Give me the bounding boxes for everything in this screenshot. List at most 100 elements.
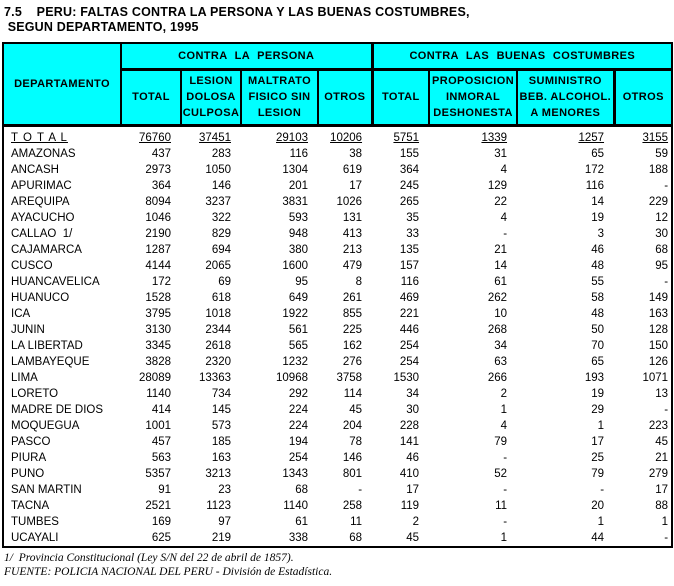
- table-row: ANCASH 2973 1050 1304 619 364 4 172 188: [3, 162, 672, 178]
- value-cell: 1530: [393, 371, 420, 384]
- value-cell: -: [600, 483, 605, 496]
- table-row: TACNA 2521 1123 1140 258 119 11 20 88: [3, 498, 672, 514]
- value-cell: 1050: [205, 163, 231, 176]
- value-cell: 1257: [578, 131, 605, 144]
- value-cell: 95: [655, 259, 669, 272]
- value-cell: 4: [500, 419, 508, 432]
- department-cell: LORETO: [11, 387, 59, 400]
- value-cell: 1: [500, 403, 508, 416]
- table-row: ICA 3795 1018 1922 855 221 10 48 163: [3, 306, 672, 322]
- value-cell: 17: [591, 435, 605, 448]
- value-cell: 97: [218, 515, 231, 528]
- value-cell: 283: [211, 147, 231, 160]
- value-cell: 619: [342, 163, 363, 176]
- value-cell: 17: [349, 179, 363, 192]
- value-cell: 1232: [282, 355, 308, 368]
- title-line-2: SEGUN DEPARTAMENTO, 1995: [4, 20, 199, 34]
- column-header-cp-otros: OTROS: [316, 69, 373, 127]
- value-cell: 279: [648, 467, 669, 480]
- column-header-cp-maltrato: MALTRATO FISICO SIN LESION: [240, 69, 318, 127]
- value-cell: 694: [211, 243, 231, 256]
- value-cell: 45: [406, 531, 420, 544]
- value-cell: 292: [288, 387, 308, 400]
- table-row: AMAZONAS 437 283 116 38 155 31 65 59: [3, 146, 672, 162]
- value-cell: 2: [412, 515, 420, 528]
- value-cell: 14: [591, 195, 605, 208]
- value-cell: 141: [399, 435, 420, 448]
- value-cell: 69: [218, 275, 231, 288]
- column-header-cp-total: TOTAL: [120, 69, 181, 127]
- value-cell: 34: [494, 339, 508, 352]
- column-header-bc-total: TOTAL: [370, 69, 430, 127]
- value-cell: 2320: [205, 355, 231, 368]
- department-cell: PASCO: [11, 435, 51, 448]
- value-cell: 413: [342, 227, 363, 240]
- value-cell: 145: [211, 403, 231, 416]
- value-cell: 3345: [145, 339, 171, 352]
- value-cell: 29103: [276, 131, 308, 144]
- value-cell: 229: [648, 195, 669, 208]
- value-cell: 188: [648, 163, 669, 176]
- table-row: PUNO 5357 3213 1343 801 410 52 79 279: [3, 466, 672, 482]
- department-cell: UCAYALI: [11, 531, 59, 544]
- value-cell: 3828: [145, 355, 171, 368]
- value-cell: 63: [494, 355, 508, 368]
- value-cell: 65: [591, 147, 605, 160]
- value-cell: 11: [495, 499, 508, 512]
- value-cell: 21: [655, 451, 669, 464]
- table-row: MOQUEGUA 1001 573 224 204 228 4 1 223: [3, 418, 672, 434]
- value-cell: 338: [288, 531, 308, 544]
- value-cell: 364: [399, 163, 420, 176]
- value-cell: 2344: [205, 323, 231, 336]
- value-cell: 70: [591, 339, 605, 352]
- value-cell: -: [503, 227, 508, 240]
- value-cell: 128: [648, 323, 669, 336]
- department-cell: TACNA: [11, 499, 50, 512]
- table-row: TUMBES 169 97 61 11 2-1 1: [3, 514, 672, 530]
- value-cell: -: [664, 275, 669, 288]
- value-cell: 1304: [282, 163, 308, 176]
- value-cell: 68: [295, 483, 308, 496]
- department-cell: ICA: [11, 307, 31, 320]
- value-cell: 45: [655, 435, 669, 448]
- table-row: LA LIBERTAD 3345 2618 565 162 254 34 70 150: [3, 338, 672, 354]
- value-cell: 219: [211, 531, 231, 544]
- value-cell: 163: [211, 451, 231, 464]
- value-cell: 50: [591, 323, 605, 336]
- table-row: LAMBAYEQUE 3828 2320 1232 276 254 63 65 126: [3, 354, 672, 370]
- table-header: DEPARTAMENTO CONTRA LA PERSONA CONTRA LA…: [3, 43, 673, 127]
- department-cell: HUANUCO: [11, 291, 70, 304]
- value-cell: 14: [494, 259, 508, 272]
- column-header-cp-lesion: LESION DOLOSA CULPOSA: [180, 69, 241, 127]
- footnote: 1/ Provincia Constitucional (Ley S/N del…: [4, 551, 294, 564]
- value-cell: 163: [648, 307, 669, 320]
- value-cell: -: [503, 483, 508, 496]
- value-cell: 65: [591, 355, 605, 368]
- department-cell: LA LIBERTAD: [11, 339, 83, 352]
- value-cell: 17: [655, 483, 669, 496]
- value-cell: 2065: [205, 259, 231, 272]
- department-cell: PIURA: [11, 451, 47, 464]
- table-body: T O T A L 76760 37451 29103 10206 5751 1339 125…: [3, 125, 672, 547]
- value-cell: 35: [406, 211, 420, 224]
- value-cell: 19: [591, 211, 605, 224]
- value-cell: 1922: [282, 307, 308, 320]
- value-cell: 13363: [199, 371, 231, 384]
- value-cell: 8094: [145, 195, 171, 208]
- value-cell: 204: [342, 419, 363, 432]
- value-cell: 150: [648, 339, 669, 352]
- value-cell: 3758: [336, 371, 363, 384]
- value-cell: 1140: [283, 499, 308, 512]
- value-cell: 23: [218, 483, 231, 496]
- table-row: HUANUCO 1528 618 649 261 469 262 58 149: [3, 290, 672, 306]
- value-cell: 618: [211, 291, 231, 304]
- value-cell: 55: [591, 275, 605, 288]
- value-cell: 201: [288, 179, 308, 192]
- value-cell: 1287: [145, 243, 171, 256]
- value-cell: 11: [350, 515, 363, 528]
- value-cell: 30: [655, 227, 669, 240]
- source-note: FUENTE: POLICIA NACIONAL DEL PERU - Divi…: [4, 565, 333, 578]
- department-cell: LIMA: [11, 371, 38, 384]
- value-cell: 33: [406, 227, 420, 240]
- value-cell: 561: [288, 323, 308, 336]
